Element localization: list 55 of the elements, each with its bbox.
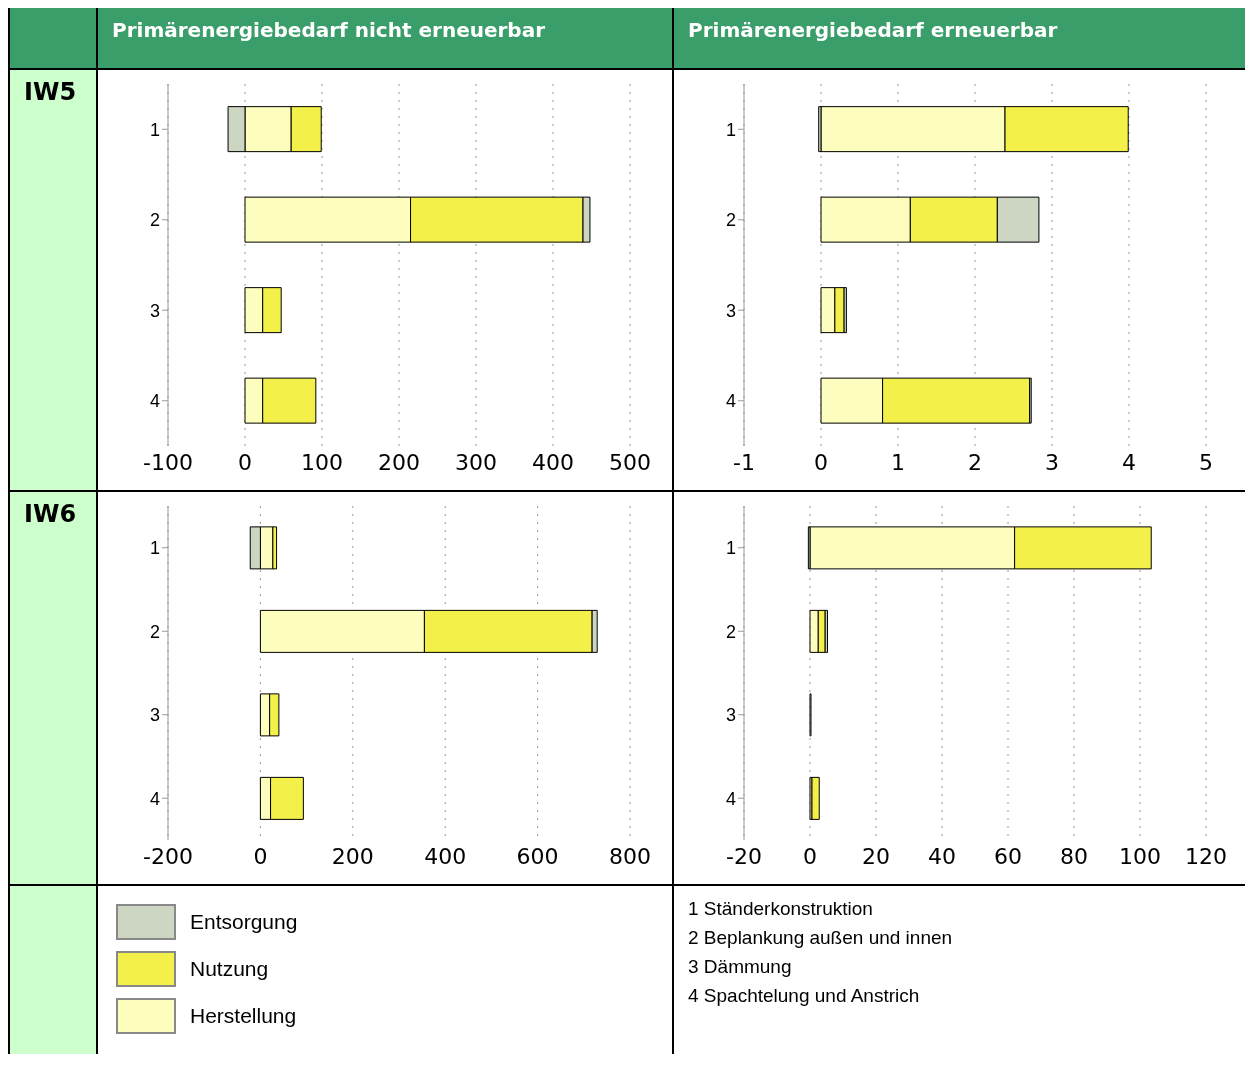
x-tick-label: 600 bbox=[516, 843, 559, 869]
x-tick-label: 200 bbox=[378, 449, 420, 475]
x-tick-label: 2 bbox=[968, 449, 982, 475]
chart-title: Primärenergiebedarf nicht erneuerbar bbox=[98, 8, 674, 68]
x-tick-label: 40 bbox=[928, 843, 956, 869]
y-tick-label: 1 bbox=[149, 119, 160, 140]
y-tick-label: 3 bbox=[725, 300, 736, 321]
text: 2 Beplankung außen und innen bbox=[688, 926, 954, 950]
x-tick-label: 60 bbox=[994, 843, 1022, 869]
x-tick-label: -200 bbox=[143, 843, 193, 869]
x-tick-label: 0 bbox=[803, 843, 817, 869]
x-tick-label: 80 bbox=[1060, 843, 1088, 869]
x-tick-label: 3 bbox=[1045, 449, 1059, 475]
text: 3 Dämmung bbox=[688, 955, 793, 979]
y-tick-label: 4 bbox=[725, 788, 736, 809]
x-tick-label: 1 bbox=[891, 449, 905, 475]
y-tick-label: 2 bbox=[725, 210, 736, 231]
y-tick-label: 3 bbox=[149, 300, 160, 321]
chart-subtitle: IW6 bbox=[10, 490, 98, 884]
y-tick-label: 4 bbox=[149, 391, 160, 412]
x-tick-label: 400 bbox=[424, 843, 467, 869]
y-tick-label: 4 bbox=[725, 391, 736, 412]
x-tick-label: 0 bbox=[253, 843, 268, 869]
x-tick-label: 5 bbox=[1199, 449, 1213, 475]
y-tick-label: 3 bbox=[149, 705, 160, 726]
x-tick-label: 200 bbox=[331, 843, 374, 869]
x-tick-label: 120 bbox=[1185, 843, 1227, 869]
legend-label: Herstellung bbox=[190, 1003, 297, 1028]
y-tick-label: 1 bbox=[725, 538, 736, 559]
x-tick-label: 4 bbox=[1122, 449, 1136, 475]
legend-label: Nutzung bbox=[190, 956, 269, 981]
chart-title: Primärenergiebedarf erneuerbar bbox=[674, 8, 1245, 68]
x-tick-label: -100 bbox=[143, 449, 193, 475]
legend-label: Entsorgung bbox=[190, 909, 298, 934]
x-tick-label: 100 bbox=[1119, 843, 1161, 869]
chart-subtitle: IW5 bbox=[10, 68, 98, 490]
x-tick-label: 0 bbox=[238, 449, 252, 475]
x-tick-label: 20 bbox=[862, 843, 890, 869]
x-tick-label: -20 bbox=[726, 843, 762, 869]
x-tick-label: 300 bbox=[455, 449, 497, 475]
text: 4 Spachtelung und Anstrich bbox=[688, 984, 921, 1008]
x-tick-label: 500 bbox=[609, 449, 651, 475]
x-tick-label: 0 bbox=[814, 449, 828, 475]
y-tick-label: 1 bbox=[725, 119, 736, 140]
y-tick-label: 2 bbox=[725, 621, 736, 642]
y-tick-label: 2 bbox=[149, 621, 160, 642]
x-tick-label: -1 bbox=[733, 449, 755, 475]
x-tick-label: 100 bbox=[301, 449, 343, 475]
y-tick-label: 4 bbox=[149, 788, 160, 809]
y-tick-label: 3 bbox=[725, 705, 736, 726]
x-tick-label: 400 bbox=[532, 449, 574, 475]
x-tick-label: 800 bbox=[609, 843, 651, 869]
y-tick-label: 2 bbox=[149, 210, 160, 231]
y-tick-label: 1 bbox=[149, 538, 160, 559]
text: 1 Ständerkonstruktion bbox=[688, 897, 874, 921]
